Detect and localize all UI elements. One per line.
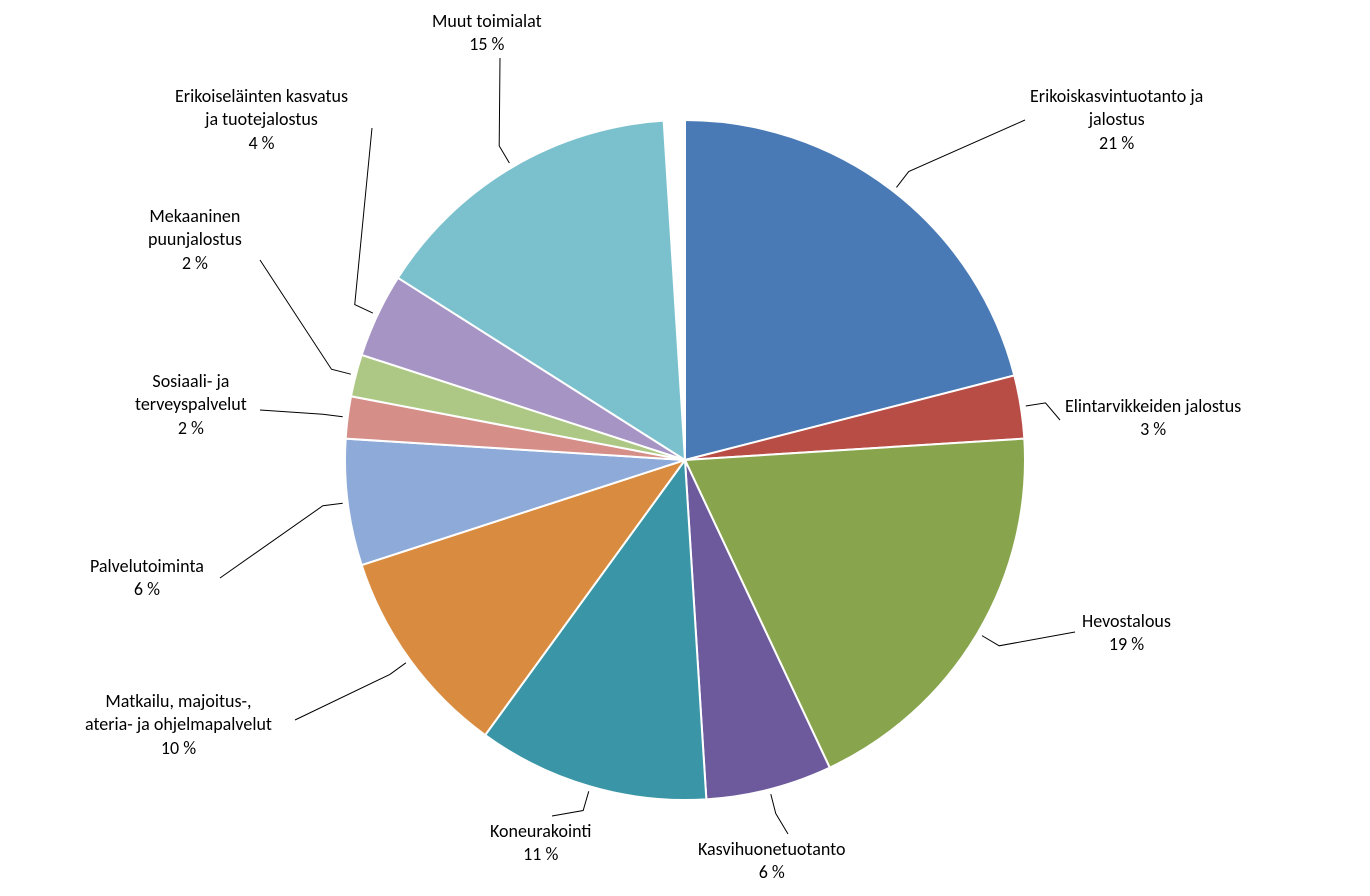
label-line: Hevostalous xyxy=(1082,610,1171,632)
label-line: 4 % xyxy=(248,132,274,154)
leader-line xyxy=(295,663,406,720)
label-line: ateria- ja ohjelmapalvelut xyxy=(85,713,272,735)
label-line: Matkailu, majoitus-, xyxy=(105,690,251,712)
leader-line xyxy=(982,632,1075,646)
slice-label-4: Koneurakointi 11 % xyxy=(490,820,591,867)
label-line: Erikoiskasvintuotanto ja xyxy=(1030,85,1203,107)
leader-line xyxy=(896,120,1025,187)
label-line: ja tuotejalostus xyxy=(205,108,318,130)
slice-label-5: Matkailu, majoitus-, ateria- ja ohjelmap… xyxy=(85,690,272,760)
label-line: 11 % xyxy=(523,843,558,865)
label-line: 3 % xyxy=(1140,418,1166,440)
slice-label-6: Palvelutoiminta 6 % xyxy=(90,555,204,602)
label-line: Mekaaninen xyxy=(149,205,240,227)
leader-line xyxy=(771,794,788,834)
leader-line xyxy=(220,503,343,578)
label-line: 2 % xyxy=(182,252,208,274)
leader-line xyxy=(260,410,343,417)
label-line: Erikoiseläinten kasvatus xyxy=(175,85,348,107)
slice-label-7: Sosiaali- ja terveyspalvelut 2 % xyxy=(135,370,247,440)
label-line: Sosiaali- ja xyxy=(152,370,229,392)
slice-label-9: Erikoiseläinten kasvatus ja tuotejalostu… xyxy=(175,85,348,155)
leader-line xyxy=(355,128,373,313)
slice-label-10: Muut toimialat 15 % xyxy=(432,10,542,57)
pie-chart-container: Erikoiskasvintuotanto ja jalostus 21 % E… xyxy=(0,0,1370,891)
label-line: Kasvihuonetuotanto xyxy=(698,838,845,860)
label-line: 10 % xyxy=(161,737,196,759)
label-line: jalostus xyxy=(1089,108,1145,130)
label-line: Muut toimialat xyxy=(432,10,542,32)
label-line: Palvelutoiminta xyxy=(90,555,204,577)
slice-label-8: Mekaaninen puunjalostus 2 % xyxy=(148,205,242,275)
leader-line xyxy=(552,791,589,816)
label-line: 21 % xyxy=(1099,132,1134,154)
label-line: 19 % xyxy=(1109,633,1144,655)
label-line: 2 % xyxy=(178,417,204,439)
label-line: puunjalostus xyxy=(148,228,242,250)
slice-label-0: Erikoiskasvintuotanto ja jalostus 21 % xyxy=(1030,85,1203,155)
leader-line xyxy=(1026,403,1060,420)
label-line: terveyspalvelut xyxy=(135,393,247,415)
slice-label-2: Hevostalous 19 % xyxy=(1082,610,1171,657)
leader-line xyxy=(499,58,509,163)
leader-line xyxy=(260,260,351,374)
slice-label-1: Elintarvikkeiden jalostus 3 % xyxy=(1065,395,1241,442)
label-line: 15 % xyxy=(469,33,504,55)
label-line: Koneurakointi xyxy=(490,820,591,842)
label-line: Elintarvikkeiden jalostus xyxy=(1065,395,1241,417)
slice-label-3: Kasvihuonetuotanto 6 % xyxy=(698,838,845,885)
label-line: 6 % xyxy=(134,578,160,600)
label-line: 6 % xyxy=(759,861,785,883)
